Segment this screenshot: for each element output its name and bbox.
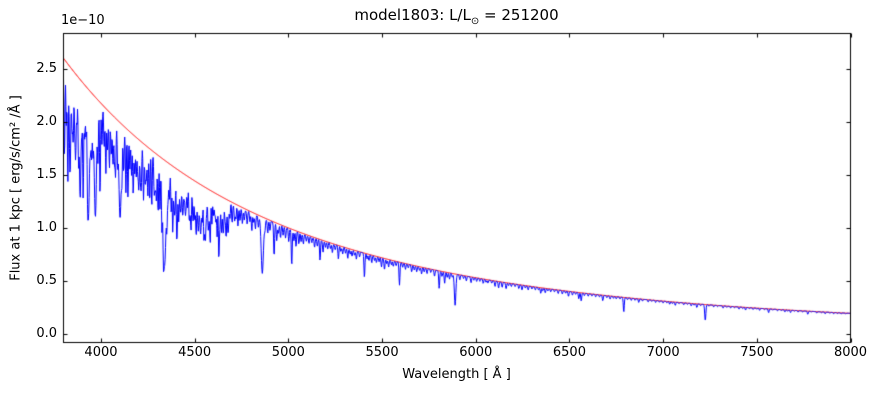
plot-title: model1803: L/L⊙ = 251200 — [63, 6, 850, 27]
y-tick-label: 2.0 — [36, 113, 57, 129]
x-tick-label: 5500 — [365, 345, 399, 360]
y-tick-label: 0.0 — [36, 326, 57, 341]
y-tick-label: 2.5 — [36, 60, 57, 76]
x-tick-label: 6500 — [552, 345, 586, 360]
x-tick-label: 4500 — [178, 345, 212, 360]
x-tick-label: 8000 — [833, 345, 868, 360]
x-tick-label: 6000 — [459, 345, 493, 360]
y-axis-offset-label: 1e−10 — [61, 13, 105, 28]
plot-title-prefix: model1803: L/L — [354, 6, 471, 24]
y-tick-label: 1.0 — [36, 219, 57, 235]
y-tick-label: 0.5 — [36, 272, 57, 288]
x-tick-label: 4000 — [84, 345, 118, 360]
x-tick-label: 7500 — [740, 345, 774, 360]
x-tick-label: 7000 — [646, 345, 680, 360]
x-tick-label: 5000 — [271, 345, 305, 360]
x-axis-label: Wavelength [ Å ] — [402, 367, 511, 382]
sun-symbol-icon: ⊙ — [470, 16, 480, 27]
y-tick-label: 1.5 — [36, 166, 57, 182]
plot-title-suffix: = 251200 — [479, 6, 559, 24]
